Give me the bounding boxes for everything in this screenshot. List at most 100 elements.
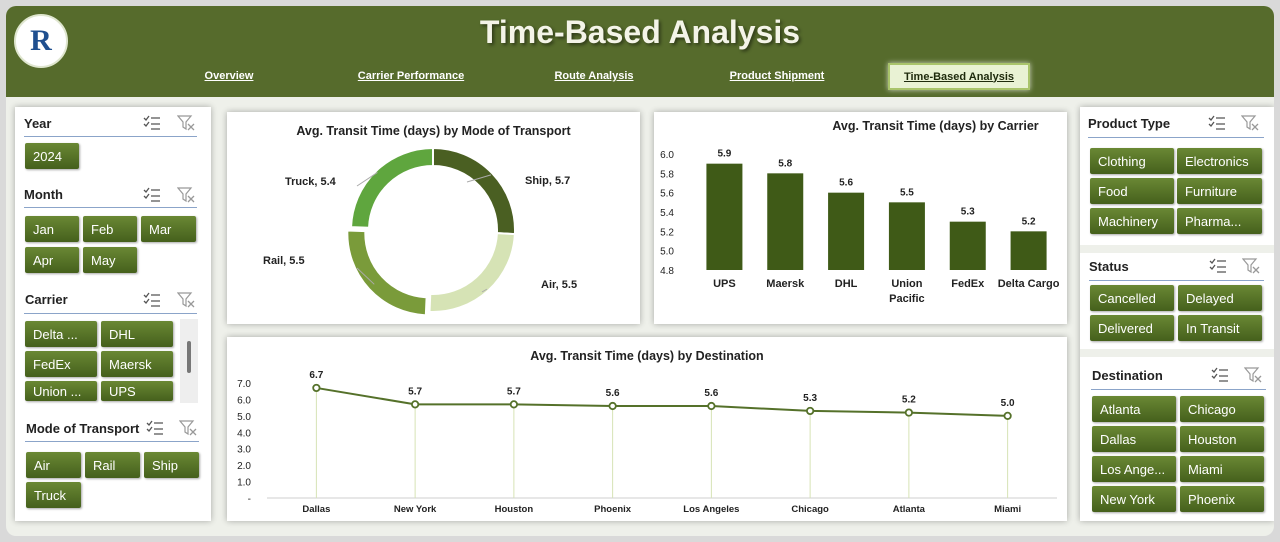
y-tick-label: 3.0 — [237, 445, 251, 456]
slicer-item-destination[interactable]: Phoenix — [1180, 486, 1264, 512]
slicer-item-year[interactable]: 2024 — [25, 143, 79, 169]
data-label: 5.7 — [408, 386, 422, 397]
slicer-title-year: Year — [24, 116, 52, 131]
x-tick-label: Union — [891, 278, 922, 290]
clear-filter-icon[interactable] — [1242, 258, 1260, 274]
tab-time-based-analysis[interactable]: Time-Based Analysis — [888, 63, 1030, 90]
slicer-item-carrier[interactable]: Maersk — [101, 351, 173, 377]
y-tick-label: 5.8 — [660, 169, 674, 180]
carrier-scrollbar-thumb[interactable] — [187, 341, 191, 373]
y-tick-label: 5.4 — [660, 208, 674, 219]
data-label: 5.2 — [902, 395, 916, 406]
donut-chart: Ship, 5.7 Air, 5.5 Rail, 5.5 Truck, 5.4 — [263, 146, 577, 317]
multi-select-icon[interactable] — [1211, 367, 1229, 383]
right-slicer-panel: Product Type Clothing Electronics Food F… — [1080, 107, 1274, 521]
data-label: Rail, 5.5 — [263, 255, 305, 267]
slicer-item-destination[interactable]: New York — [1092, 486, 1176, 512]
slicer-item-carrier[interactable]: DHL — [101, 321, 173, 347]
data-point — [707, 401, 716, 411]
slicer-item-month[interactable]: Mar — [141, 216, 196, 242]
slicer-item-month[interactable]: Apr — [25, 247, 79, 273]
x-tick-label: Los Angeles — [683, 504, 739, 515]
bar-chart: 6.0 5.8 5.6 5.4 5.2 5.0 4.8 5.9 UPS 5.8 Maersk 5.6 D… — [660, 149, 1060, 305]
chart-title-carrier: Avg. Transit Time (days) by Carrier — [832, 119, 1039, 133]
data-label: Air, 5.5 — [541, 279, 577, 291]
slicer-item-destination[interactable]: Los Ange... — [1092, 456, 1176, 482]
slicer-item-carrier[interactable]: Delta ... — [25, 321, 97, 347]
slicer-divider — [1091, 389, 1266, 390]
slicer-item-destination[interactable]: Atlanta — [1092, 396, 1176, 422]
header-bar: R Time-Based Analysis Overview Carrier P… — [6, 6, 1274, 97]
clear-filter-icon[interactable] — [1241, 115, 1259, 131]
destination-chart-panel: Avg. Transit Time (days) by Destination … — [227, 337, 1067, 521]
slicer-item-status[interactable]: In Transit — [1178, 315, 1262, 341]
bar-value-label: 5.9 — [717, 149, 731, 160]
multi-select-icon[interactable] — [143, 115, 161, 131]
slicer-item-product-type[interactable]: Furniture — [1177, 178, 1262, 204]
bar-value-label: 5.8 — [778, 158, 792, 169]
y-tick-label: 5.0 — [237, 412, 251, 423]
multi-select-icon[interactable] — [146, 420, 164, 436]
clear-filter-icon[interactable] — [177, 292, 195, 308]
tab-overview[interactable]: Overview — [204, 70, 254, 82]
clear-filter-icon[interactable] — [179, 420, 197, 436]
tab-route-analysis[interactable]: Route Analysis — [554, 70, 634, 82]
tab-carrier-performance[interactable]: Carrier Performance — [357, 70, 465, 82]
leader-line — [481, 288, 488, 293]
x-tick-label: DHL — [835, 278, 858, 290]
slicer-item-month[interactable]: May — [83, 247, 137, 273]
slicer-item-carrier[interactable]: Union ... — [25, 381, 97, 401]
bar — [767, 173, 804, 270]
tab-product-shipment[interactable]: Product Shipment — [729, 70, 825, 82]
clear-filter-icon[interactable] — [177, 187, 195, 203]
mode-transport-chart-panel: Avg. Transit Time (days) by Mode of Tran… — [227, 112, 640, 324]
slicer-item-status[interactable]: Delayed — [1178, 285, 1262, 311]
slicer-item-month[interactable]: Jan — [25, 216, 79, 242]
left-slicer-panel: Year 2024 Month Jan Feb Mar Apr May Carr… — [15, 107, 211, 521]
slicer-item-mode[interactable]: Ship — [144, 452, 199, 478]
x-tick-label: Miami — [994, 504, 1021, 515]
carrier-scrollbar-track[interactable] — [180, 319, 198, 403]
slicer-item-product-type[interactable]: Food — [1090, 178, 1174, 204]
data-label: 5.3 — [803, 393, 817, 404]
donut-slice — [432, 146, 516, 236]
data-label: 5.6 — [606, 388, 620, 399]
slicer-item-destination[interactable]: Chicago — [1180, 396, 1264, 422]
slicer-item-product-type[interactable]: Electronics — [1177, 148, 1262, 174]
chart-title-destination: Avg. Transit Time (days) by Destination — [530, 349, 764, 363]
slicer-item-status[interactable]: Delivered — [1090, 315, 1174, 341]
clear-filter-icon[interactable] — [1244, 367, 1262, 383]
slicer-item-status[interactable]: Cancelled — [1090, 285, 1174, 311]
data-label: 5.0 — [1001, 398, 1015, 409]
bar — [1010, 231, 1047, 270]
slicer-item-carrier[interactable]: FedEx — [25, 351, 97, 377]
slicer-item-mode[interactable]: Air — [26, 452, 81, 478]
x-tick-label: FedEx — [951, 278, 985, 290]
multi-select-icon[interactable] — [143, 187, 161, 203]
clear-filter-icon[interactable] — [177, 115, 195, 131]
slicer-item-destination[interactable]: Dallas — [1092, 426, 1176, 452]
multi-select-icon[interactable] — [143, 292, 161, 308]
multi-select-icon[interactable] — [1208, 115, 1226, 131]
slicer-item-mode[interactable]: Rail — [85, 452, 140, 478]
leader-line — [466, 174, 492, 183]
y-tick-label: 5.0 — [660, 247, 674, 258]
multi-select-icon[interactable] — [1209, 258, 1227, 274]
chart-title-mode: Avg. Transit Time (days) by Mode of Tran… — [296, 124, 571, 138]
slicer-item-product-type[interactable]: Machinery — [1090, 208, 1174, 234]
slicer-item-destination[interactable]: Houston — [1180, 426, 1264, 452]
bar — [888, 202, 925, 270]
slicer-item-product-type[interactable]: Pharma... — [1177, 208, 1262, 234]
slicer-item-mode[interactable]: Truck — [26, 482, 81, 508]
slicer-item-carrier[interactable]: UPS — [101, 381, 173, 401]
slicer-divider — [25, 441, 199, 442]
data-point — [411, 400, 420, 409]
bar — [949, 221, 986, 270]
logo-letter: R — [30, 24, 52, 57]
slicer-item-destination[interactable]: Miami — [1180, 456, 1264, 482]
slicer-item-product-type[interactable]: Clothing — [1090, 148, 1174, 174]
bar-value-label: 5.6 — [839, 178, 853, 189]
x-tick-label: Maersk — [766, 278, 805, 290]
slicer-item-month[interactable]: Feb — [83, 216, 137, 242]
data-label: 6.7 — [309, 370, 323, 381]
